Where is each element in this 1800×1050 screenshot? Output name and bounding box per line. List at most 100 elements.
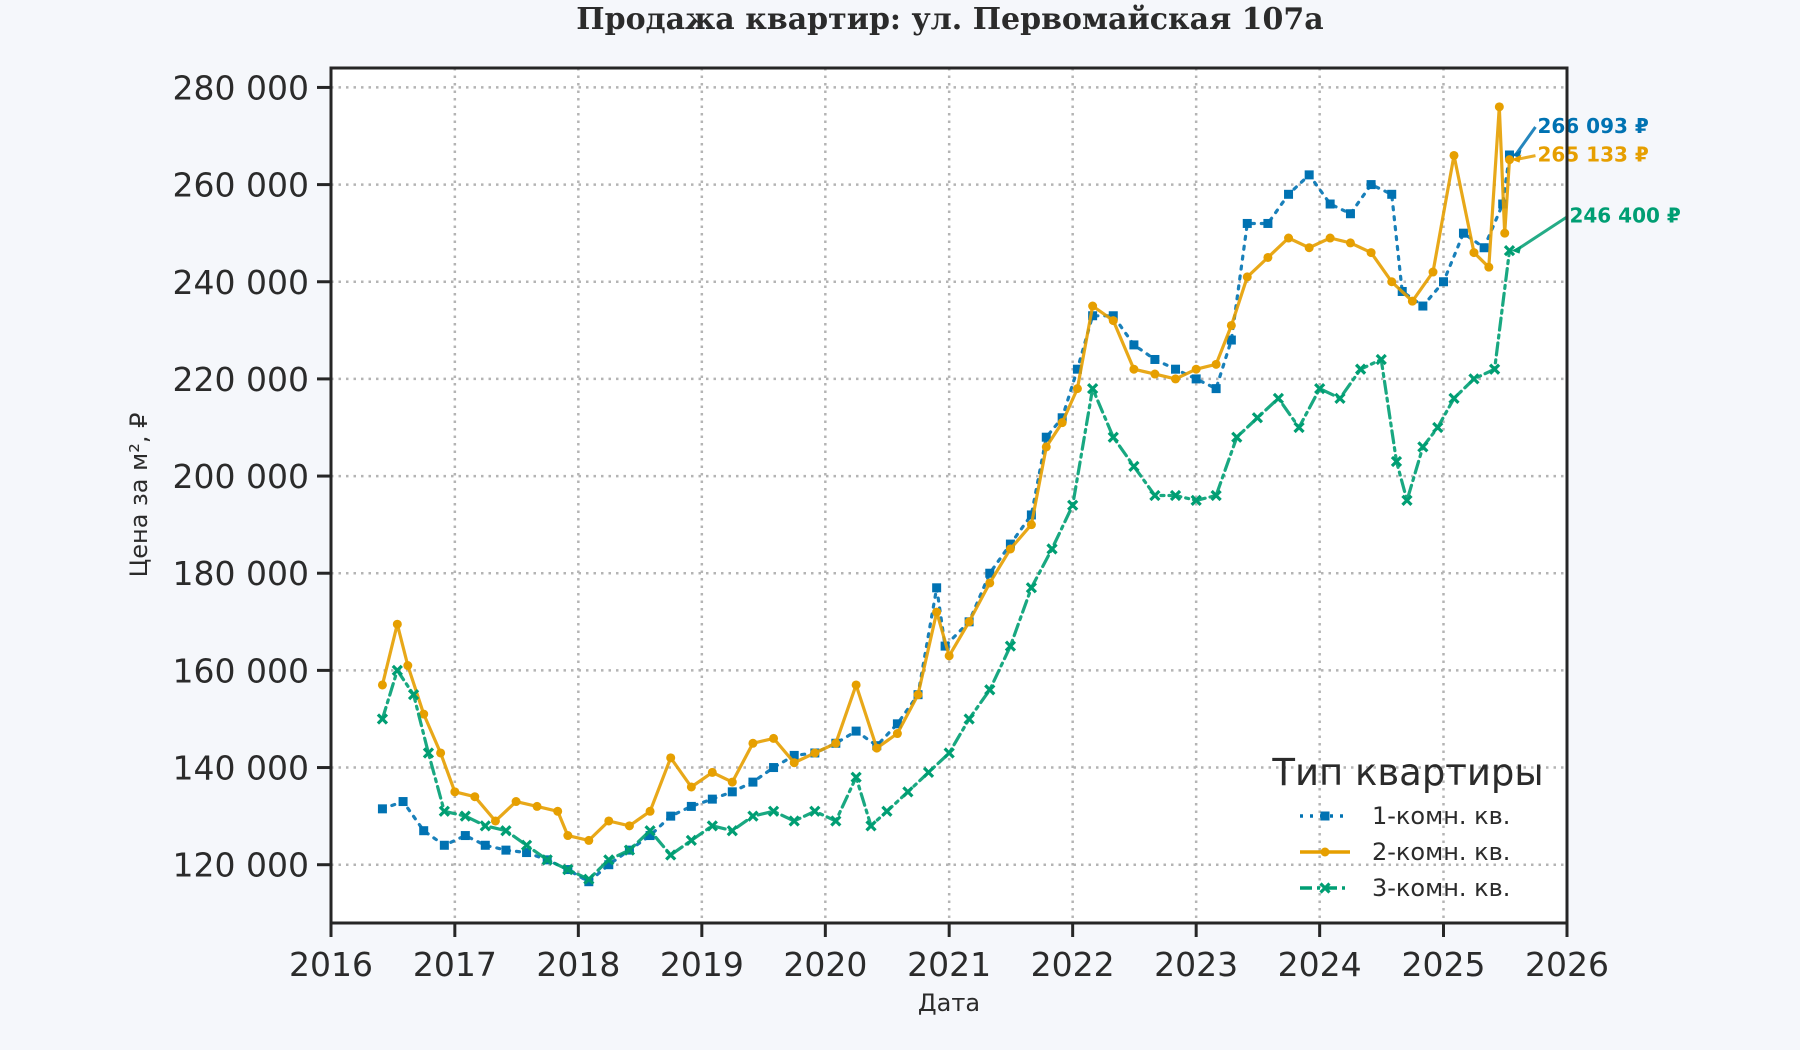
data-point <box>769 763 779 773</box>
data-point <box>963 713 975 725</box>
data-point <box>1263 218 1273 228</box>
data-point <box>1169 489 1182 502</box>
data-point <box>645 831 655 841</box>
data-point <box>1500 228 1510 238</box>
annotation-label: 266 093 ₽ <box>1537 114 1648 138</box>
data-point <box>1304 243 1314 253</box>
data-point <box>1390 455 1403 468</box>
data-point <box>1046 543 1058 555</box>
legend-marker <box>1320 811 1330 821</box>
data-point <box>1005 544 1015 554</box>
series-2 <box>377 102 1514 845</box>
data-point <box>1190 494 1202 506</box>
data-point <box>666 811 676 821</box>
y-axis-label: Цена за м², ₽ <box>125 413 153 578</box>
x-tick-label: 2016 <box>289 945 373 984</box>
data-point <box>603 854 615 866</box>
data-point <box>892 729 902 739</box>
legend-label: 1-комн. кв. <box>1372 802 1510 830</box>
x-tick-label: 2026 <box>1525 945 1609 984</box>
data-point <box>1325 233 1335 243</box>
x-tick-label: 2017 <box>413 945 497 984</box>
legend: Тип квартиры 1-комн. кв. 2-комн. кв. 3-ком… <box>1271 751 1543 902</box>
data-point <box>1026 520 1036 530</box>
annotation-arrowhead <box>1511 154 1522 163</box>
data-point <box>1067 499 1079 511</box>
data-point <box>1150 354 1160 364</box>
data-point <box>789 758 799 768</box>
data-point <box>1191 374 1201 384</box>
data-point <box>584 835 594 845</box>
data-point <box>1210 489 1222 502</box>
y-tick-label: 200 000 <box>173 457 309 496</box>
data-point <box>541 854 553 866</box>
data-point <box>1026 510 1036 520</box>
data-point <box>1171 374 1181 384</box>
data-point <box>1128 460 1140 472</box>
data-point <box>500 825 512 837</box>
data-point <box>419 709 429 719</box>
data-point <box>872 743 882 753</box>
data-point <box>1284 233 1294 243</box>
data-point <box>1418 301 1428 311</box>
data-point <box>1417 441 1429 453</box>
data-point <box>1468 373 1480 385</box>
data-point <box>1345 209 1355 219</box>
data-point <box>913 690 923 700</box>
data-point <box>1057 413 1067 423</box>
data-point <box>1366 248 1376 258</box>
data-point <box>1211 384 1221 394</box>
annotation-arrowhead <box>1511 245 1522 254</box>
data-point <box>460 831 470 841</box>
series-line <box>380 249 1512 881</box>
data-point <box>666 753 676 763</box>
data-point <box>767 805 780 817</box>
data-point <box>1025 582 1038 594</box>
data-point <box>470 792 480 802</box>
data-point <box>985 578 995 588</box>
data-point <box>922 766 935 779</box>
x-tick-label: 2020 <box>783 945 867 984</box>
data-point <box>727 777 737 787</box>
data-point <box>665 849 677 861</box>
y-tick-label: 160 000 <box>173 651 309 690</box>
x-tick-label: 2024 <box>1278 945 1362 984</box>
data-point <box>1086 382 1099 395</box>
data-point <box>1041 432 1051 442</box>
data-point <box>563 831 573 841</box>
y-axis: 120 000 140 000 160 000 180 000 200 000 220 0… <box>173 68 331 885</box>
legend-label: 2-комн. кв. <box>1372 838 1510 866</box>
data-point <box>1428 267 1438 277</box>
data-point <box>789 750 799 760</box>
data-point <box>809 805 821 817</box>
data-point <box>479 820 491 832</box>
data-point <box>881 805 893 817</box>
data-point <box>707 767 717 777</box>
data-point <box>1004 640 1017 652</box>
data-point <box>1439 277 1449 287</box>
data-point <box>686 782 696 792</box>
data-point <box>376 713 389 725</box>
data-point <box>747 810 759 822</box>
data-point <box>1129 340 1139 350</box>
data-point <box>769 733 779 743</box>
annotation-arrow <box>1514 215 1569 252</box>
data-point <box>1401 494 1413 506</box>
data-point <box>1479 243 1489 253</box>
data-point <box>1314 382 1326 395</box>
data-point <box>419 826 429 836</box>
y-tick-label: 140 000 <box>173 749 309 788</box>
data-point <box>1272 392 1285 404</box>
x-tick-label: 2021 <box>907 945 991 984</box>
data-point <box>1057 418 1067 428</box>
data-point <box>1072 364 1082 374</box>
data-point <box>685 834 697 847</box>
data-point <box>1449 150 1459 160</box>
data-point <box>377 804 387 814</box>
data-point <box>624 821 634 831</box>
data-point <box>522 848 532 858</box>
data-point <box>1458 228 1468 238</box>
data-point <box>532 801 542 811</box>
data-point <box>1284 189 1294 199</box>
